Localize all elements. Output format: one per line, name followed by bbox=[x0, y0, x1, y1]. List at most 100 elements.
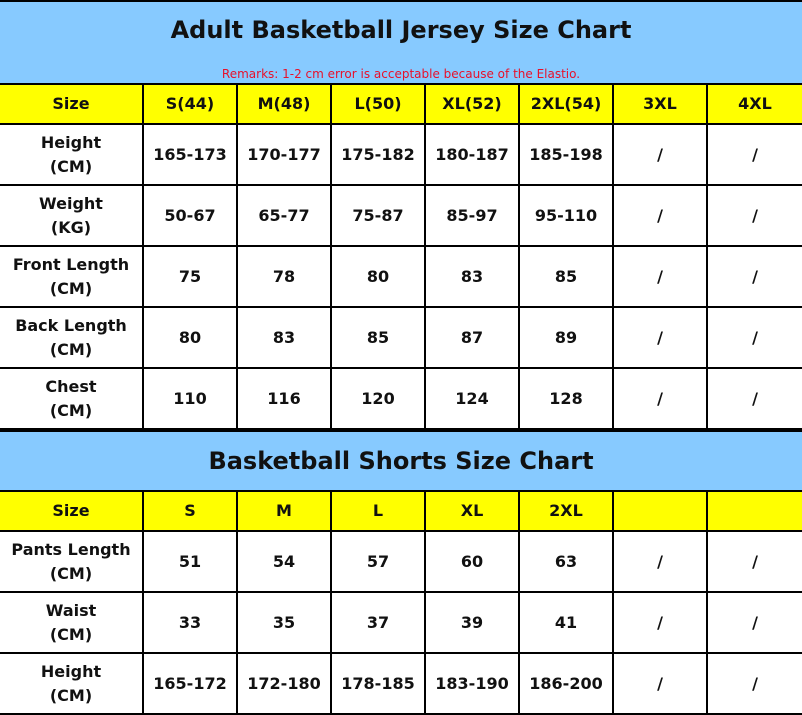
table-row: Weight (KG) 50-67 65-77 75-87 85-97 95-110// bbox=[0, 184, 802, 247]
shorts-header-row: Size S M L XL 2XL bbox=[0, 490, 802, 532]
value-cell: / bbox=[612, 245, 708, 308]
row-unit: (CM) bbox=[49, 339, 93, 359]
size-header: Size bbox=[0, 490, 144, 532]
value-cell: 57 bbox=[330, 530, 426, 593]
value-cell: 180-187 bbox=[424, 123, 520, 186]
size-column-header: S bbox=[142, 490, 238, 532]
row-unit: (KG) bbox=[50, 217, 92, 237]
row-label: Front Length bbox=[12, 254, 130, 274]
value-cell: 185-198 bbox=[518, 123, 614, 186]
table-row: Height (CM) 165-173 170-177 175-182 180-187 18… bbox=[0, 123, 802, 186]
size-column-header bbox=[612, 490, 708, 532]
size-column-header: 3XL bbox=[612, 83, 708, 125]
row-label-cell: Back Length (CM) bbox=[0, 306, 144, 369]
value-cell: 85 bbox=[330, 306, 426, 369]
value-cell: / bbox=[706, 245, 802, 308]
value-cell: 83 bbox=[236, 306, 332, 369]
value-cell: 85 bbox=[518, 245, 614, 308]
value-cell: 41 bbox=[518, 591, 614, 654]
jersey-title: Adult Basketball Jersey Size Chart bbox=[170, 16, 632, 44]
value-cell: / bbox=[705, 591, 802, 654]
size-column-header: 2XL(54) bbox=[518, 83, 614, 125]
value-cell: 116 bbox=[236, 367, 332, 430]
value-cell: 37 bbox=[330, 591, 426, 654]
value-cell: 39 bbox=[424, 591, 520, 654]
size-column-header: 2XL bbox=[518, 490, 614, 532]
row-label: Pants Length bbox=[11, 539, 131, 559]
value-cell: 186-200 bbox=[518, 652, 614, 715]
size-column-header bbox=[705, 490, 802, 532]
value-cell: 33 bbox=[142, 591, 238, 654]
table-row: Pants Length (CM) 51 54 57 60 63// bbox=[0, 530, 802, 593]
size-column-header: M(48) bbox=[236, 83, 332, 125]
table-row: Back Length (CM) 80 83 85 87 89// bbox=[0, 306, 802, 369]
remark-text: Remarks: 1-2 cm error is acceptable beca… bbox=[221, 67, 581, 81]
row-label: Back Length bbox=[15, 315, 127, 335]
value-cell: / bbox=[705, 530, 802, 593]
row-label-cell: Front Length (CM) bbox=[0, 245, 144, 308]
value-cell: 165-173 bbox=[142, 123, 238, 186]
shorts-title: Basketball Shorts Size Chart bbox=[0, 430, 802, 492]
value-cell: 65-77 bbox=[236, 184, 332, 247]
value-cell: 75 bbox=[142, 245, 238, 308]
value-cell: 54 bbox=[236, 530, 332, 593]
table-row: Height (CM) 165-172 172-180 178-185 183-190 18… bbox=[0, 652, 802, 715]
value-cell: 183-190 bbox=[424, 652, 520, 715]
jersey-title-cell: Adult Basketball Jersey Size Chart Remar… bbox=[0, 0, 802, 85]
row-unit: (CM) bbox=[49, 156, 93, 176]
value-cell: / bbox=[706, 184, 802, 247]
value-cell: 60 bbox=[424, 530, 520, 593]
value-cell: 89 bbox=[518, 306, 614, 369]
jersey-header-row: Size S(44) M(48) L(50) XL(52) 2XL(54) 3XL 4XL bbox=[0, 83, 802, 125]
row-label-cell: Waist (CM) bbox=[0, 591, 144, 654]
row-unit: (CM) bbox=[49, 624, 93, 644]
value-cell: 75-87 bbox=[330, 184, 426, 247]
value-cell: 87 bbox=[424, 306, 520, 369]
row-label-cell: Height (CM) bbox=[0, 123, 144, 186]
value-cell: 85-97 bbox=[424, 184, 520, 247]
row-label-cell: Pants Length (CM) bbox=[0, 530, 144, 593]
shorts-size-table: Basketball Shorts Size Chart Size S M L XL 2X… bbox=[0, 430, 802, 715]
row-unit: (CM) bbox=[49, 685, 93, 705]
value-cell: / bbox=[612, 591, 708, 654]
value-cell: / bbox=[706, 367, 802, 430]
value-cell: / bbox=[612, 367, 708, 430]
row-label: Weight bbox=[39, 193, 103, 213]
jersey-size-table: Adult Basketball Jersey Size Chart Remar… bbox=[0, 0, 802, 430]
value-cell: 51 bbox=[142, 530, 238, 593]
row-label-cell: Height (CM) bbox=[0, 652, 144, 715]
row-unit: (CM) bbox=[49, 563, 93, 583]
value-cell: 172-180 bbox=[236, 652, 332, 715]
size-column-header: XL(52) bbox=[424, 83, 520, 125]
value-cell: 83 bbox=[424, 245, 520, 308]
value-cell: 35 bbox=[236, 591, 332, 654]
value-cell: 95-110 bbox=[518, 184, 614, 247]
value-cell: 80 bbox=[330, 245, 426, 308]
value-cell: 120 bbox=[330, 367, 426, 430]
size-column-header: XL bbox=[424, 490, 520, 532]
value-cell: / bbox=[612, 530, 708, 593]
size-column-header: M bbox=[236, 490, 332, 532]
value-cell: 175-182 bbox=[330, 123, 426, 186]
value-cell: / bbox=[612, 123, 708, 186]
value-cell: 124 bbox=[424, 367, 520, 430]
value-cell: / bbox=[612, 184, 708, 247]
table-row: Front Length (CM) 75 78 80 83 85// bbox=[0, 245, 802, 308]
size-column-header: 4XL bbox=[706, 83, 802, 125]
row-label: Chest bbox=[45, 376, 97, 396]
value-cell: 50-67 bbox=[142, 184, 238, 247]
value-cell: 63 bbox=[518, 530, 614, 593]
value-cell: / bbox=[705, 652, 802, 715]
size-column-header: L bbox=[330, 490, 426, 532]
row-unit: (CM) bbox=[49, 278, 93, 298]
value-cell: / bbox=[612, 652, 708, 715]
size-column-header: L(50) bbox=[330, 83, 426, 125]
row-label: Height bbox=[40, 661, 102, 681]
size-header: Size bbox=[0, 83, 144, 125]
value-cell: 80 bbox=[142, 306, 238, 369]
size-column-header: S(44) bbox=[142, 83, 238, 125]
value-cell: 165-172 bbox=[142, 652, 238, 715]
value-cell: 128 bbox=[518, 367, 614, 430]
row-label: Waist bbox=[45, 600, 97, 620]
